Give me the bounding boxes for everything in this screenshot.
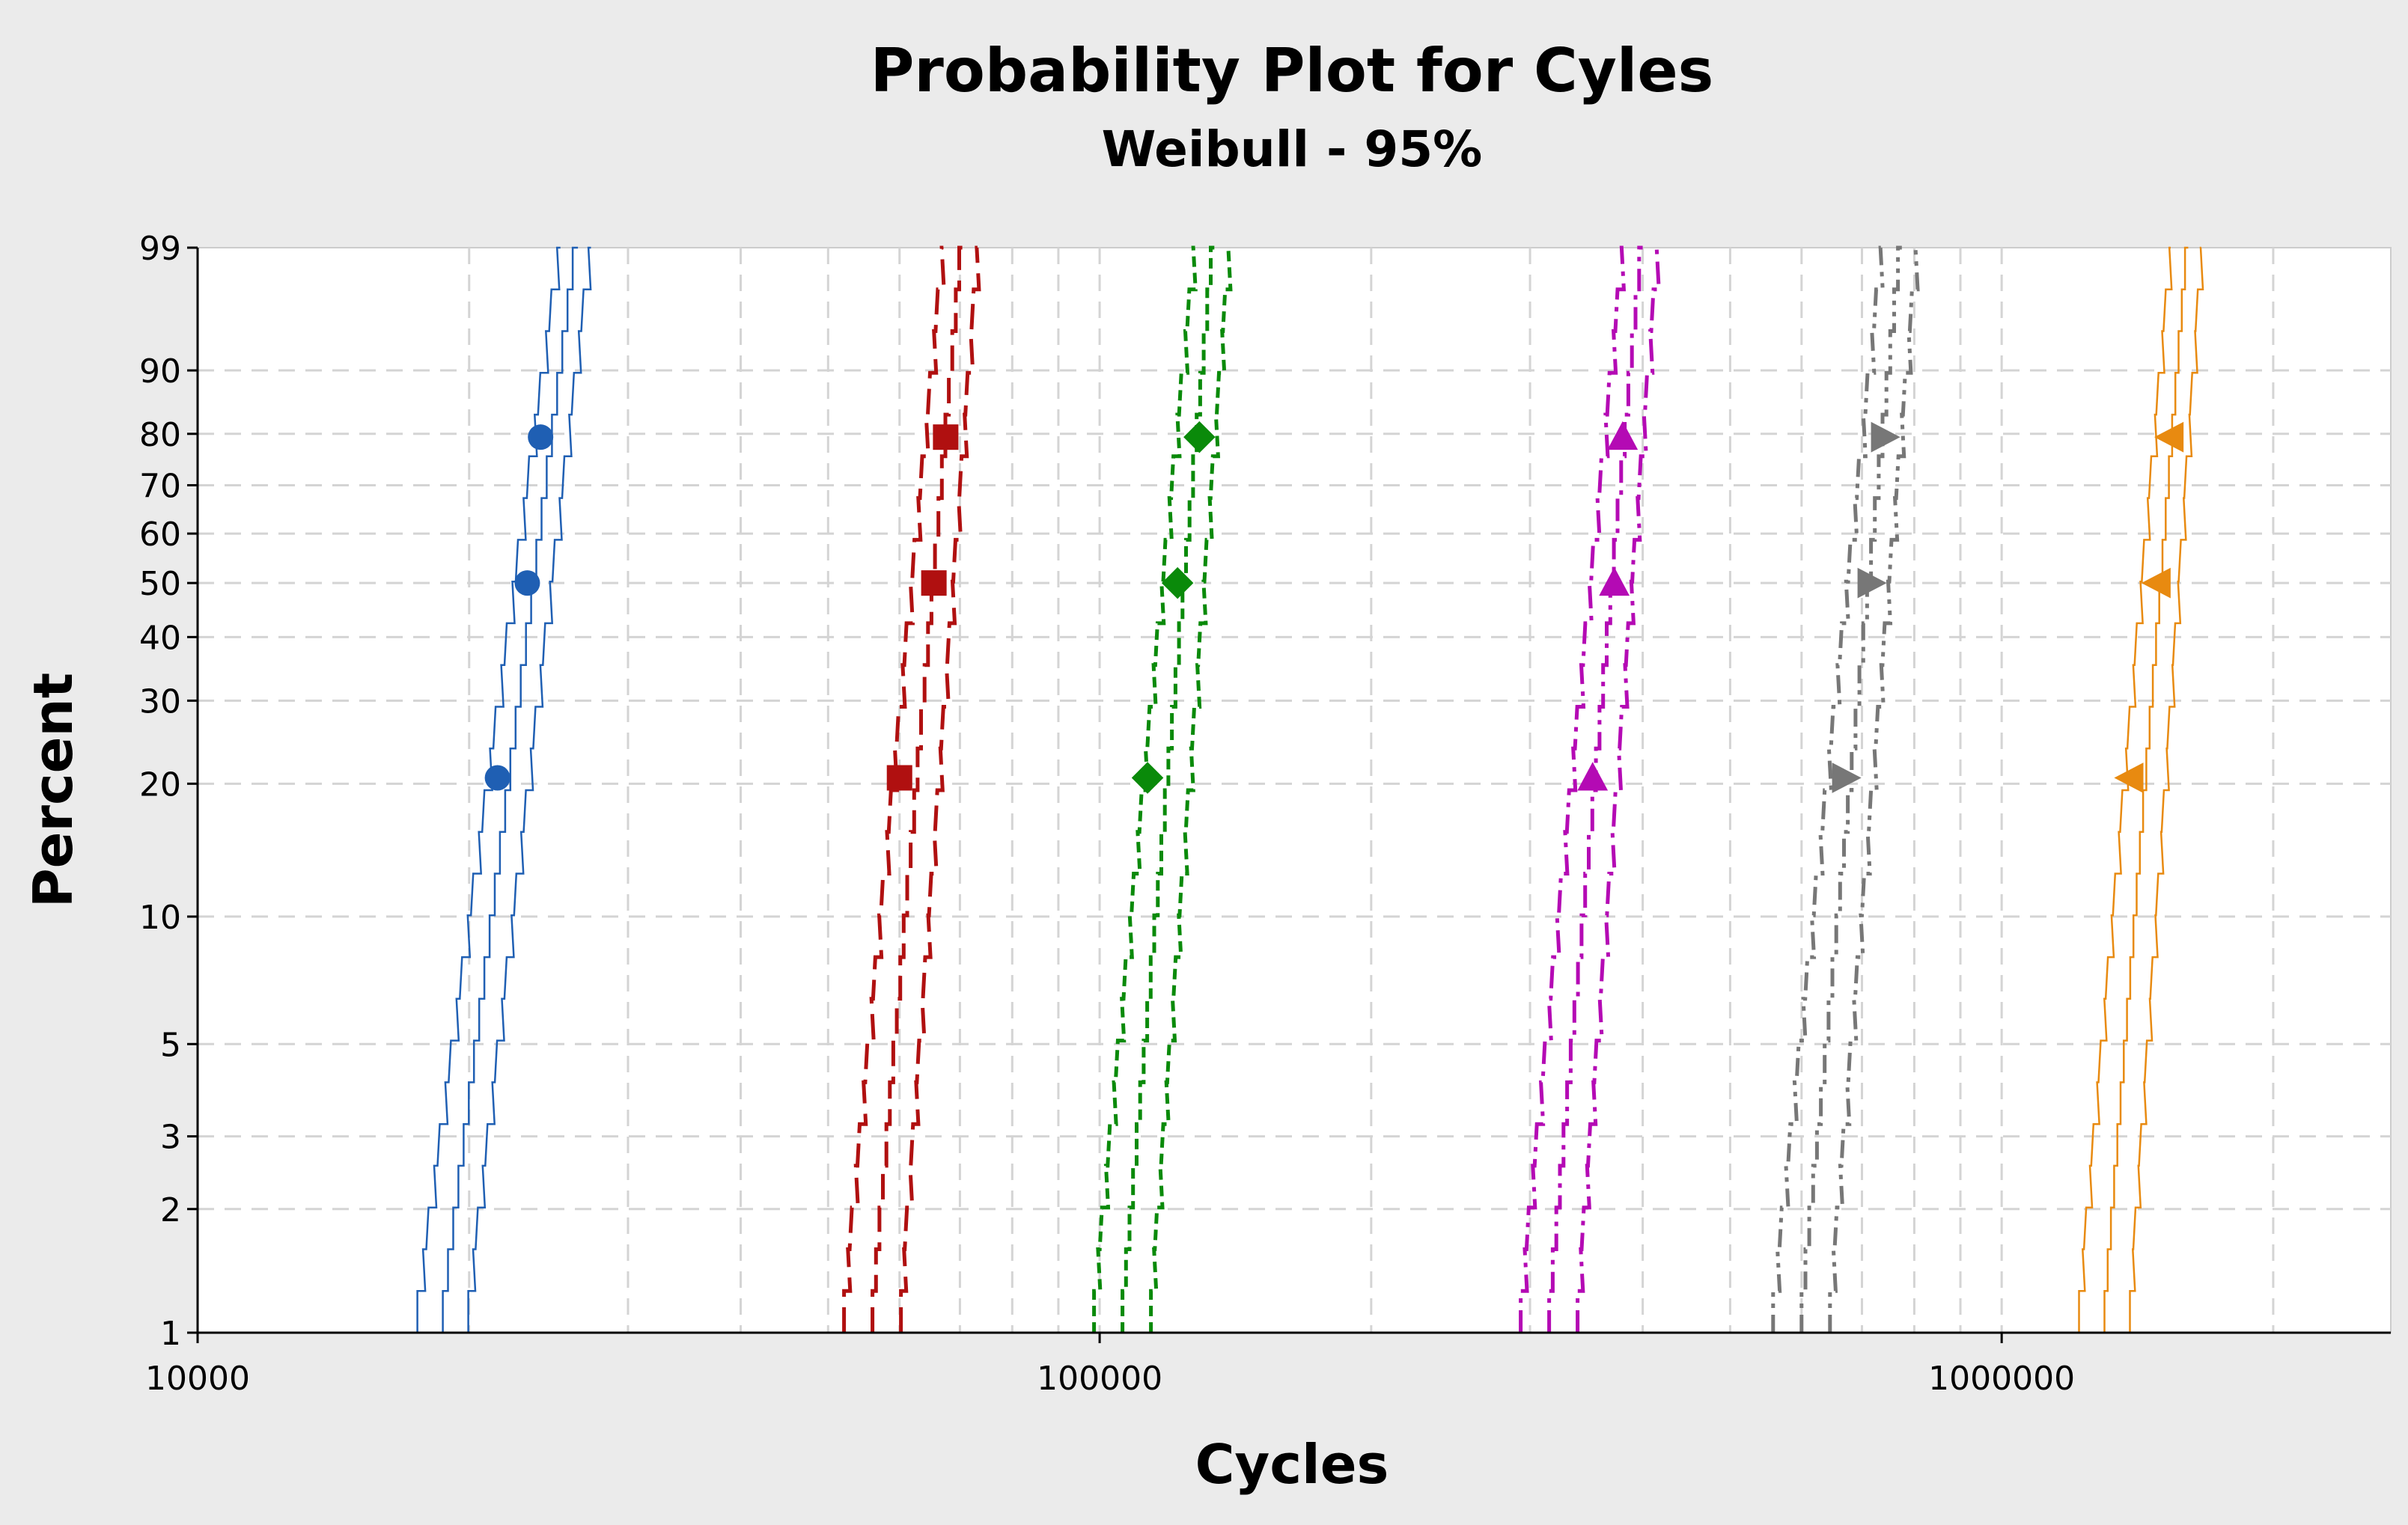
data-point-triangle-right	[1857, 567, 1887, 599]
y-tick-label: 40	[139, 619, 181, 657]
data-point-diamond	[1131, 762, 1164, 794]
x-tick-label: 100000	[1037, 1360, 1162, 1398]
y-tick-label: 10	[139, 899, 181, 937]
fit-line	[1121, 245, 1215, 1333]
confidence-band-upper	[1828, 245, 1920, 1333]
fit-line	[1799, 245, 1902, 1333]
data-point-triangle-left	[2114, 762, 2144, 793]
data-point-triangle-up	[1607, 421, 1639, 450]
x-axis-label: Cycles	[1195, 1433, 1389, 1496]
y-tick-label: 50	[139, 565, 181, 603]
confidence-band-lower	[2078, 246, 2173, 1333]
y-tick-label: 1	[160, 1315, 181, 1353]
data-point-triangle-up	[1599, 566, 1630, 596]
y-tick-label: 20	[139, 765, 181, 804]
y-tick-label: 60	[139, 516, 181, 554]
confidence-band-upper	[899, 245, 981, 1333]
data-point-diamond	[1161, 566, 1194, 599]
chart-title: Probability Plot for Cyles	[871, 36, 1713, 106]
data-point-triangle-left	[2154, 421, 2184, 453]
y-tick-label: 2	[160, 1191, 181, 1229]
x-tick-label: 10000	[145, 1360, 250, 1398]
y-tick-label: 5	[160, 1026, 181, 1064]
series-group-1	[416, 246, 592, 1333]
data-point-circle	[484, 765, 510, 791]
data-point-triangle-left	[2141, 567, 2171, 599]
data-point-triangle-right	[1832, 762, 1862, 793]
confidence-band-upper	[1149, 245, 1233, 1333]
series-group-3	[1092, 245, 1233, 1333]
x-tick-label: 1000000	[1928, 1360, 2075, 1398]
fit-line	[871, 245, 963, 1333]
chart-subtitle: Weibull - 95%	[1102, 120, 1483, 178]
confidence-band-upper	[2129, 246, 2204, 1333]
fit-line	[442, 246, 579, 1333]
data-point-triangle-up	[1577, 762, 1609, 791]
data-point-square	[933, 424, 959, 450]
series-layer	[416, 245, 2204, 1333]
y-tick-label: 80	[139, 416, 181, 454]
fit-line	[2103, 246, 2189, 1333]
data-point-triangle-right	[1871, 421, 1901, 453]
plot-area	[197, 247, 2392, 1333]
data-point-circle	[514, 570, 540, 596]
confidence-band-lower	[416, 246, 561, 1333]
series-group-6	[2078, 246, 2204, 1333]
tick-layer: 1 2 3 5 10 20 30 40 50 60 70 80 90 99 10000 100000 10000…	[139, 230, 2075, 1398]
data-point-diamond	[1183, 421, 1216, 453]
data-point-circle	[528, 424, 554, 450]
y-tick-label: 30	[139, 682, 181, 721]
confidence-band-lower	[1519, 245, 1627, 1333]
series-group-5	[1771, 245, 1920, 1333]
y-tick-label: 90	[139, 352, 181, 391]
series-group-2	[842, 245, 981, 1333]
y-tick-label: 70	[139, 467, 181, 505]
y-axis-label: Percent	[22, 673, 85, 908]
data-point-square	[921, 570, 947, 596]
confidence-band-upper	[467, 246, 592, 1333]
y-tick-label: 3	[160, 1119, 181, 1157]
data-point-square	[886, 765, 912, 791]
y-tick-label: 99	[139, 230, 181, 268]
series-group-4	[1519, 245, 1661, 1333]
axes-layer	[196, 248, 2391, 1334]
